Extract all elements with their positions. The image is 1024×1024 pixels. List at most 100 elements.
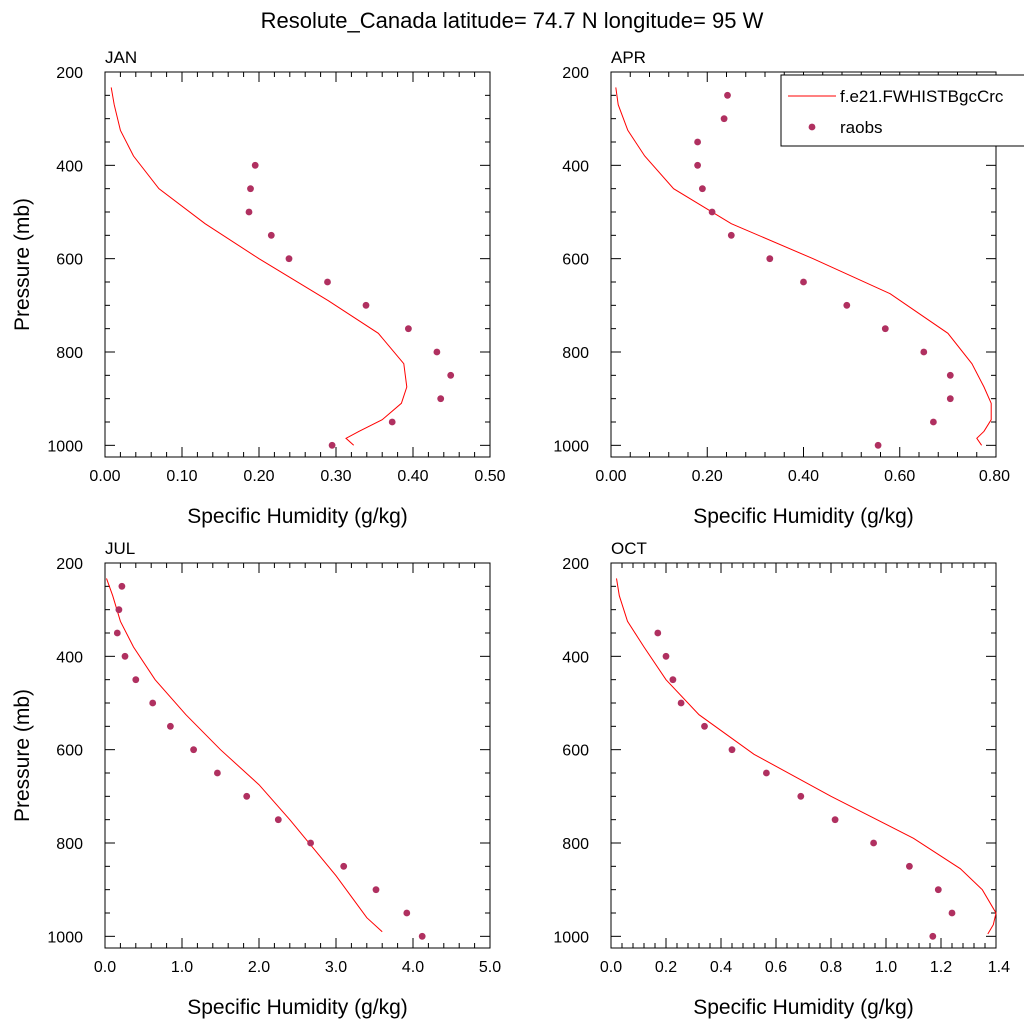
model-profile-line — [106, 578, 383, 933]
y-tick-label: 400 — [56, 158, 83, 175]
raobs-point — [934, 886, 942, 894]
x-tick-label: 0.4 — [710, 959, 732, 976]
x-tick-label: 0.00 — [595, 468, 626, 485]
y-axis-title: Pressure (mb) — [11, 198, 34, 331]
model-profile-line — [110, 87, 408, 446]
raobs-point — [437, 395, 445, 403]
raobs-point — [766, 255, 774, 263]
y-tick-label: 400 — [562, 158, 589, 175]
panels: 0.00 0.10 0.20 0.30 0.40 0.50 200 400 600 800 1000… — [11, 48, 1010, 1019]
chart-panel-oct: 0.0 0.2 0.4 0.6 0.8 1.0 1.2 1.4 200 400 600 800 1000… — [553, 539, 1010, 1019]
x-tick-label: 0.20 — [692, 468, 723, 485]
y-tick-label: 200 — [562, 556, 589, 573]
raobs-point — [267, 231, 275, 239]
raobs-point — [699, 185, 706, 193]
x-tick-label: 4.0 — [402, 959, 424, 976]
y-tick-label: 800 — [562, 836, 589, 853]
x-tick-label: 1.0 — [171, 959, 193, 976]
y-tick-label: 1000 — [553, 438, 589, 455]
x-tick-label: 1.2 — [930, 959, 952, 976]
y-tick-label: 400 — [562, 649, 589, 666]
y-tick-label: 1000 — [553, 929, 589, 946]
raobs-point — [362, 301, 370, 309]
raobs-point — [328, 441, 336, 449]
raobs-point — [720, 115, 728, 123]
raobs-point — [724, 91, 731, 99]
raobs-point — [324, 278, 331, 286]
raobs-point — [662, 652, 670, 660]
legend-label-model: f.e21.FWHISTBgcCrc — [840, 87, 1004, 106]
y-tick-label: 1000 — [47, 438, 83, 455]
raobs-point — [433, 348, 441, 356]
raobs-point — [118, 582, 126, 590]
x-tick-label: 0.00 — [89, 468, 120, 485]
raobs-point — [946, 371, 954, 379]
y-tick-label: 200 — [56, 556, 83, 573]
raobs-point — [113, 629, 121, 637]
x-axis-title: Specific Humidity (g/kg) — [187, 505, 408, 528]
raobs-point — [245, 208, 253, 216]
x-tick-label: 2.0 — [248, 959, 270, 976]
y-tick-label: 600 — [56, 743, 83, 760]
plot-frame — [610, 562, 997, 949]
raobs-point — [149, 699, 157, 707]
x-tick-label: 0.20 — [243, 468, 274, 485]
y-tick-label: 600 — [562, 743, 589, 760]
raobs-point — [132, 676, 140, 684]
raobs-point — [405, 325, 412, 333]
y-tick-label: 800 — [562, 345, 589, 362]
x-tick-label: 0.40 — [397, 468, 428, 485]
x-tick-label: 0.10 — [166, 468, 197, 485]
x-tick-label: 0.30 — [320, 468, 351, 485]
y-tick-label: 200 — [56, 65, 83, 82]
x-tick-label: 0.6 — [765, 959, 787, 976]
raobs-point — [243, 792, 251, 800]
figure-title: Resolute_Canada latitude= 74.7 N longitu… — [261, 8, 764, 33]
raobs-point — [669, 676, 677, 684]
raobs-point — [843, 301, 851, 309]
raobs-point — [247, 185, 254, 193]
legend-label-raobs: raobs — [840, 118, 883, 137]
x-tick-label: 0.0 — [94, 959, 116, 976]
x-tick-label: 0.80 — [979, 468, 1010, 485]
y-tick-label: 800 — [56, 345, 83, 362]
x-tick-label: 0.40 — [788, 468, 819, 485]
chart-panel-jul: 0.0 1.0 2.0 3.0 4.0 5.0 200 400 600 800 1000 JUL Spe… — [11, 539, 501, 1019]
raobs-point — [874, 441, 882, 449]
x-tick-label: 3.0 — [325, 959, 347, 976]
plot-frame — [104, 562, 491, 949]
raobs-point — [727, 231, 735, 239]
raobs-point — [214, 769, 221, 777]
y-tick-label: 200 — [562, 65, 589, 82]
raobs-point — [946, 395, 954, 403]
y-tick-label: 400 — [56, 649, 83, 666]
raobs-point — [418, 932, 426, 940]
legend: f.e21.FWHISTBgcCrc raobs — [780, 74, 1024, 147]
raobs-point — [701, 722, 708, 730]
raobs-point — [285, 255, 293, 263]
legend-box — [780, 74, 1024, 147]
raobs-point — [708, 208, 716, 216]
chart-panel-jan: 0.00 0.10 0.20 0.30 0.40 0.50 200 400 600 800 1000… — [11, 48, 506, 528]
raobs-point — [694, 161, 701, 169]
x-axis-title: Specific Humidity (g/kg) — [693, 996, 914, 1019]
raobs-point — [447, 371, 455, 379]
x-tick-label: 0.50 — [474, 468, 505, 485]
raobs-point — [654, 629, 662, 637]
raobs-point — [388, 418, 396, 426]
panel-title: OCT — [611, 539, 647, 558]
raobs-point — [948, 909, 956, 917]
y-axis-title: Pressure (mb) — [11, 689, 34, 822]
raobs-point — [881, 325, 889, 333]
model-profile-line — [615, 87, 992, 446]
panel-title: JUL — [105, 539, 135, 558]
x-tick-label: 0.0 — [600, 959, 622, 976]
panel-title: JAN — [105, 48, 137, 67]
model-profile-line — [616, 578, 997, 935]
x-tick-label: 1.0 — [875, 959, 897, 976]
y-tick-label: 600 — [56, 252, 83, 269]
raobs-point — [190, 746, 198, 754]
raobs-point — [920, 348, 928, 356]
raobs-point — [121, 652, 129, 660]
